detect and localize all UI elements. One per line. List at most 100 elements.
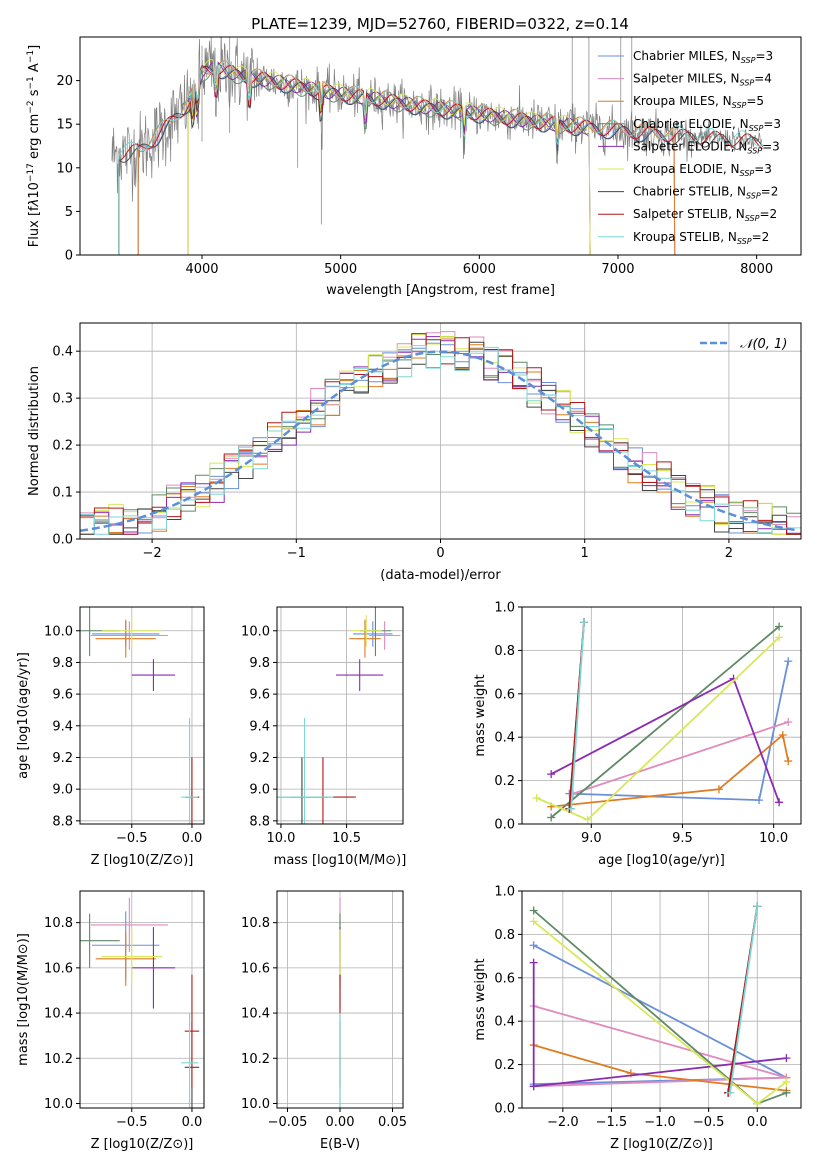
- y-tick-label: 0.2: [494, 774, 515, 789]
- legend-label: Kroupa MILES, NSSP=5: [633, 94, 764, 110]
- y-tick-label: 0.4: [494, 1015, 515, 1030]
- y-axis-label: age [log10(age/yr)]: [16, 652, 31, 779]
- x-tick-label: 10.0: [759, 831, 788, 846]
- weight-marker: [529, 917, 538, 926]
- y-tick-label: 10.8: [241, 916, 270, 931]
- weight-vs-Z-plot: −2.0 −1.5 −1.0 −0.5 0.0 0.0 0.2 0.4 0.6 0.8 1.0 Z […: [473, 885, 802, 1152]
- y-tick-label: 0.1: [52, 486, 73, 501]
- x-tick-label: −0.5: [116, 1115, 148, 1130]
- x-axis-label: age [log10(age/yr)]: [598, 853, 725, 868]
- x-tick-label: 10.5: [332, 831, 361, 846]
- y-tick-label: 10.4: [44, 1007, 73, 1022]
- y-tick-label: 9.6: [52, 688, 73, 703]
- y-tick-label: 0.2: [52, 439, 73, 454]
- x-tick-label: 7000: [601, 262, 634, 277]
- y-tick-label: 1.0: [494, 601, 515, 616]
- weight-marker: [547, 770, 556, 779]
- weight-marker: [778, 731, 787, 740]
- y-tick-label: 10.0: [241, 624, 270, 639]
- y-tick-label: 0: [65, 249, 73, 264]
- spectrum-plot: 4000 5000 6000 7000 8000 0 5 10 15 20 wavelength […: [26, 36, 802, 298]
- weight-marker: [782, 1054, 791, 1063]
- y-tick-label: 8.8: [249, 814, 270, 829]
- y-tick-label: 10.2: [44, 1052, 73, 1067]
- y-tick-label: 9.2: [52, 751, 73, 766]
- weight-marker: [753, 902, 762, 911]
- x-tick-label: −1.0: [644, 1115, 676, 1130]
- axes-frame: [79, 36, 802, 256]
- y-tick-label: 10.0: [44, 1097, 73, 1112]
- mass-vs-Z-plot: −0.5 0.0 10.0 10.2 10.4 10.6 10.8 Z [log10(Z/Z⊙…: [16, 890, 205, 1152]
- x-tick-label: 5000: [324, 262, 357, 277]
- age-vs-Z-plot: −0.5 0.0 8.8 9.0 9.2 9.4 9.6 9.8 10.0 Z [log10(Z/…: [16, 606, 205, 868]
- y-tick-label: 9.0: [52, 783, 73, 798]
- legend-label: Chabrier ELODIE, NSSP=3: [633, 117, 781, 133]
- residuals-plot: −2 −1 0 1 2 0.0 0.1 0.2 0.3 0.4 (data-model)/error…: [27, 322, 802, 583]
- y-tick-label: 0.6: [494, 687, 515, 702]
- axes-frame: [276, 606, 404, 825]
- y-tick-label: 10.6: [241, 961, 270, 976]
- x-axis-label: mass [log10(M/M⊙)]: [274, 853, 407, 868]
- y-axis-label: mass weight: [473, 674, 488, 756]
- legend-label: Salpeter MILES, NSSP=4: [633, 72, 772, 88]
- x-tick-label: 9.5: [672, 831, 693, 846]
- y-tick-label: 10.2: [241, 1052, 270, 1067]
- mass-vs-ebv-plot: −0.05 0.00 0.05 10.0 10.2 10.4 10.6 10.8 E(B-V): [241, 890, 407, 1152]
- legend-label: Chabrier STELIB, NSSP=2: [633, 185, 778, 201]
- x-axis-label: Z [log10(Z/Z⊙)]: [610, 1137, 713, 1152]
- y-axis-label: Flux [fλ10−17 erg cm−2 s−1 A−1]: [26, 45, 42, 247]
- legend-label: Salpeter ELODIE, NSSP=3: [633, 139, 780, 155]
- y-tick-label: 1.0: [494, 885, 515, 900]
- model-line: [187, 63, 591, 255]
- model-line: [118, 60, 763, 255]
- y-tick-label: 10.6: [44, 961, 73, 976]
- y-tick-label: 20: [56, 74, 73, 89]
- y-axis-label: Normed distribution: [27, 366, 42, 496]
- y-axis-label: mass [log10(M/M⊙)]: [16, 933, 31, 1066]
- weight-marker: [782, 1088, 791, 1097]
- legend-label: 𝒩(0, 1): [740, 337, 787, 352]
- weight-marker: [580, 618, 588, 627]
- x-tick-label: 0.0: [182, 831, 203, 846]
- y-tick-label: 9.8: [249, 656, 270, 671]
- weight-marker: [775, 798, 784, 807]
- y-tick-label: 15: [56, 118, 73, 133]
- y-tick-label: 8.8: [52, 814, 73, 829]
- weight-marker: [782, 1077, 791, 1086]
- x-tick-label: −0.5: [693, 1115, 725, 1130]
- legend-label: Chabrier MILES, NSSP=3: [633, 49, 773, 65]
- x-tick-label: 8000: [740, 262, 773, 277]
- y-tick-label: 10.4: [241, 1007, 270, 1022]
- x-tick-label: −1: [287, 546, 306, 561]
- y-tick-label: 9.4: [249, 719, 270, 734]
- weight-marker: [784, 657, 793, 666]
- histogram-step: [80, 345, 801, 535]
- x-tick-label: 0: [436, 546, 444, 561]
- weight-marker: [775, 622, 784, 631]
- x-axis-label: Z [log10(Z/Z⊙)]: [91, 1137, 194, 1152]
- weight-line: [572, 721, 789, 795]
- axes-frame: [521, 890, 802, 1109]
- weight-line: [551, 733, 790, 808]
- weight-marker: [529, 1082, 538, 1091]
- y-tick-label: 0.8: [494, 928, 515, 943]
- weight-line: [570, 622, 585, 809]
- x-tick-label: 1: [581, 546, 589, 561]
- y-tick-label: 9.2: [249, 751, 270, 766]
- x-tick-label: 6000: [463, 262, 496, 277]
- y-axis-label: mass weight: [473, 958, 488, 1040]
- legend-label: Kroupa STELIB, NSSP=2: [633, 230, 769, 246]
- weight-marker: [529, 906, 538, 915]
- weight-marker: [775, 633, 784, 642]
- y-tick-label: 0.4: [52, 345, 73, 360]
- x-axis-label: (data-model)/error: [380, 568, 501, 583]
- axes-frame: [79, 890, 205, 1109]
- x-tick-label: 0.0: [182, 1115, 203, 1130]
- weight-marker: [784, 718, 793, 727]
- x-tick-label: −2.0: [547, 1115, 579, 1130]
- x-tick-label: −2: [143, 546, 162, 561]
- y-tick-label: 10.0: [44, 624, 73, 639]
- y-tick-label: 0.3: [52, 392, 73, 407]
- x-axis-label: Z [log10(Z/Z⊙)]: [91, 853, 194, 868]
- weight-marker: [714, 785, 723, 794]
